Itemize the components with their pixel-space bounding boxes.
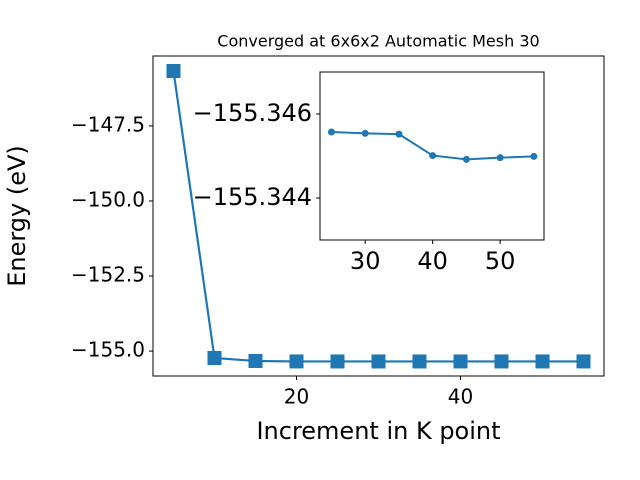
y-axis-label: Energy (eV) <box>3 145 31 287</box>
x-tick-label: 30 <box>350 247 381 275</box>
marker <box>530 152 538 160</box>
x-tick-label: 50 <box>485 247 516 275</box>
marker <box>412 354 427 369</box>
y-tick-label: −155.346 <box>193 99 312 127</box>
y-tick-label: −155.344 <box>193 183 312 211</box>
marker <box>248 353 263 368</box>
x-tick-label: 20 <box>284 385 309 409</box>
marker <box>395 130 403 138</box>
marker <box>429 152 437 160</box>
y-tick-label: −150.0 <box>71 187 145 211</box>
marker <box>361 129 369 137</box>
marker <box>496 154 504 162</box>
marker <box>371 354 386 369</box>
marker <box>207 350 222 365</box>
marker <box>535 354 550 369</box>
marker <box>576 354 591 369</box>
x-tick-label: 40 <box>448 385 473 409</box>
marker <box>327 128 335 136</box>
marker <box>289 354 304 369</box>
x-tick-label: 40 <box>417 247 448 275</box>
x-axis-label: Increment in K point <box>256 417 500 445</box>
y-tick-label: −155.0 <box>71 338 145 362</box>
chart-title: Converged at 6x6x2 Automatic Mesh 30 <box>217 32 539 51</box>
y-tick-label: −147.5 <box>71 112 145 136</box>
marker <box>453 354 468 369</box>
marker <box>330 354 345 369</box>
marker <box>494 354 509 369</box>
marker <box>166 64 181 79</box>
marker <box>462 155 470 163</box>
y-tick-label: −152.5 <box>71 263 145 287</box>
